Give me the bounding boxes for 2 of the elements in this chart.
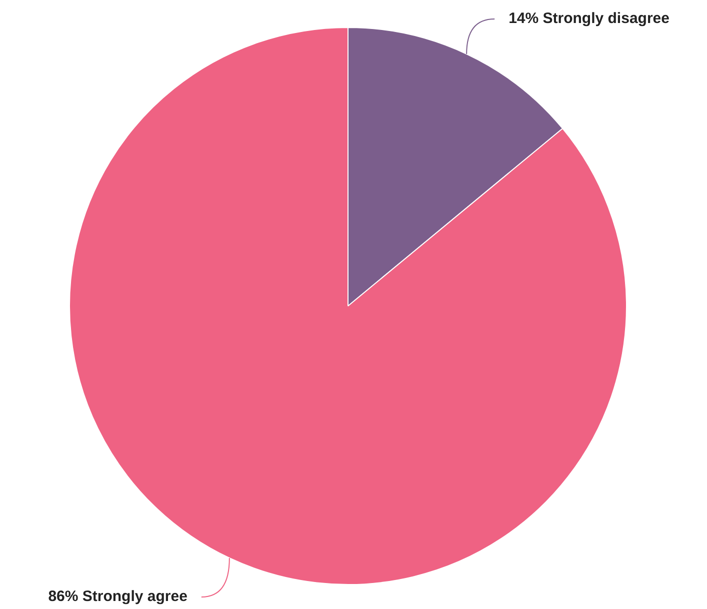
slice-label: 86% Strongly agree: [48, 588, 188, 606]
slice-label: 14% Strongly disagree: [508, 10, 670, 28]
